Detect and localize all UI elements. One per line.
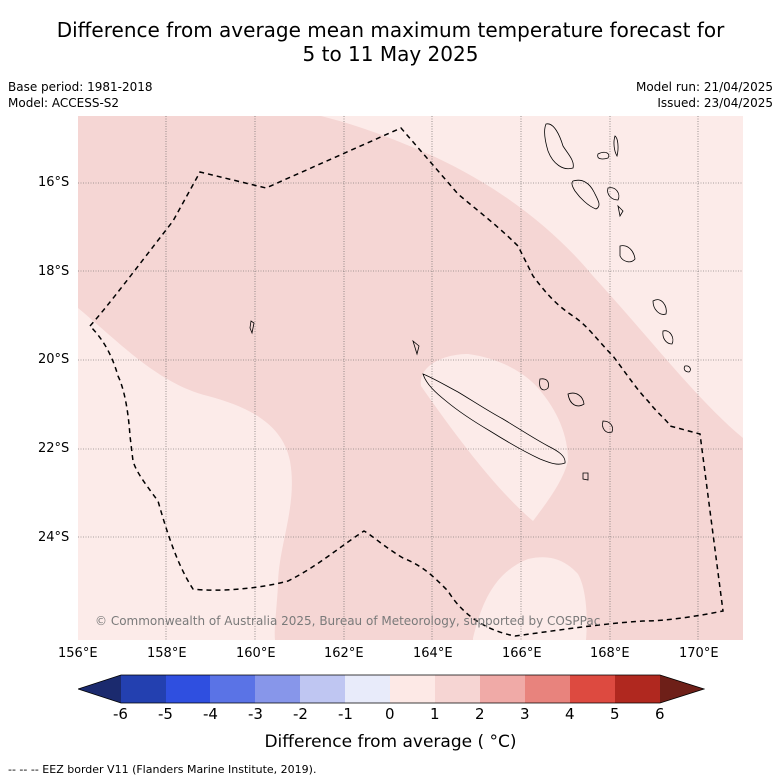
title-line-1: Difference from average mean maximum tem… xyxy=(56,18,725,42)
colorbar-title: Difference from average ( °C) xyxy=(264,732,517,752)
colorbar-bin xyxy=(300,675,345,703)
colorbar-tick: 0 xyxy=(385,705,395,723)
island xyxy=(662,330,674,345)
island xyxy=(567,392,585,407)
colorbar-tick: -5 xyxy=(158,705,173,723)
lon-label: 160°E xyxy=(236,646,276,661)
island xyxy=(602,420,613,433)
vanuatu-island xyxy=(619,245,636,263)
island xyxy=(652,299,667,315)
colorbar-tick: -3 xyxy=(248,705,263,723)
lat-label: 24°S xyxy=(38,530,70,545)
title-line-2: 5 to 11 May 2025 xyxy=(302,42,479,66)
island xyxy=(539,378,549,391)
chart-title: Difference from average mean maximum tem… xyxy=(0,18,781,66)
colorbar-tick: -1 xyxy=(338,705,353,723)
colorbar-tick: 2 xyxy=(475,705,485,723)
meta-left: Base period: 1981-2018 Model: ACCESS-S2 xyxy=(8,79,153,111)
island xyxy=(249,320,255,335)
colorbar-bin xyxy=(210,675,255,703)
lat-label: 18°S xyxy=(38,264,70,279)
lon-label: 170°E xyxy=(679,646,719,661)
model-name: Model: ACCESS-S2 xyxy=(8,96,120,110)
vanuatu-island xyxy=(607,187,620,201)
colorbar-tick: 4 xyxy=(565,705,575,723)
colorbar-extend-high xyxy=(660,675,704,703)
colorbar-bin xyxy=(121,675,166,703)
eez-legend-footer: -- -- -- EEZ border V11 (Flanders Marine… xyxy=(8,763,317,776)
colorbar-bin xyxy=(615,675,660,703)
colorbar-bin xyxy=(435,675,480,703)
anomaly-region-new-caledonia xyxy=(420,354,568,521)
vanuatu-island xyxy=(544,123,574,170)
colorbar-tick: 3 xyxy=(520,705,530,723)
anomaly-region-northeast xyxy=(321,116,743,438)
lon-label: 168°E xyxy=(590,646,630,661)
colorbar-outline xyxy=(78,674,705,704)
colorbar-bin xyxy=(390,675,435,703)
lon-label: 158°E xyxy=(147,646,187,661)
colorbar-bin xyxy=(255,675,300,703)
coastlines xyxy=(249,123,691,481)
lon-label: 164°E xyxy=(413,646,453,661)
colorbar-bin xyxy=(570,675,615,703)
meta-right: Model run: 21/04/2025 Issued: 23/04/2025 xyxy=(636,79,773,111)
vanuatu-island xyxy=(597,151,610,160)
colorbar-tick: -4 xyxy=(203,705,218,723)
map-panel xyxy=(78,116,743,640)
new-caledonia-island xyxy=(422,373,566,465)
colorbar-tick: 6 xyxy=(655,705,665,723)
colorbar-bin xyxy=(345,675,390,703)
colorbar-tick: -2 xyxy=(293,705,308,723)
colorbar-tick: -6 xyxy=(113,705,128,723)
island xyxy=(412,339,420,356)
issued-date: Issued: 23/04/2025 xyxy=(657,96,773,110)
colorbar-tick: 1 xyxy=(430,705,440,723)
lon-label: 156°E xyxy=(58,646,98,661)
eez-border xyxy=(88,127,724,637)
vanuatu-island xyxy=(613,135,619,158)
colorbar-tick: 5 xyxy=(610,705,620,723)
lon-label: 162°E xyxy=(324,646,364,661)
base-period: Base period: 1981-2018 xyxy=(8,80,153,94)
colorbar-extend-low xyxy=(78,675,121,703)
lat-label: 16°S xyxy=(38,175,70,190)
vanuatu-island xyxy=(571,179,600,210)
anomaly-region-southwest xyxy=(78,308,292,640)
colorbar-bin xyxy=(480,675,525,703)
anomaly-region-south xyxy=(473,557,587,640)
colorbar xyxy=(78,674,705,704)
lon-label: 166°E xyxy=(502,646,542,661)
graticule xyxy=(78,116,743,640)
colorbar-bin xyxy=(166,675,210,703)
lat-label: 22°S xyxy=(38,441,70,456)
lat-label: 20°S xyxy=(38,352,70,367)
vanuatu-island xyxy=(617,204,624,218)
island xyxy=(582,472,589,481)
colorbar-bin xyxy=(525,675,570,703)
island xyxy=(683,365,691,373)
model-run: Model run: 21/04/2025 xyxy=(635,80,773,94)
copyright-text: © Commonwealth of Australia 2025, Bureau… xyxy=(95,614,601,628)
